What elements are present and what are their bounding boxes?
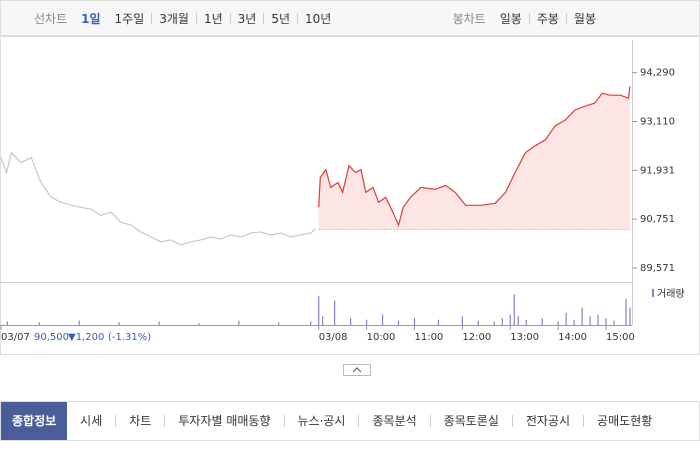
volume-bar <box>557 321 559 325</box>
volume-bar <box>413 318 416 325</box>
y-tick-label: 91,931 <box>640 165 675 176</box>
tab[interactable]: 차트 <box>115 415 164 427</box>
tab[interactable]: 종목토론실 <box>429 415 512 427</box>
volume-bar <box>78 320 80 325</box>
volume-bar <box>437 319 440 325</box>
tab-bar: 종합정보 시세 차트 투자자별 매매동향 뉴스·공시 종목분석 종목토론실 전자공시 공매도현황 <box>0 401 700 441</box>
period-button[interactable]: 5년 <box>271 11 291 26</box>
volume-bar <box>517 316 519 325</box>
x-tick-label: 03/07 <box>1 332 30 343</box>
y-tick-label: 93,110 <box>640 117 675 128</box>
volume-bar <box>334 300 336 325</box>
line-chart-label: 선차트 <box>34 11 68 26</box>
x-tick-label: 12:00 <box>462 332 491 343</box>
toolbar: 선차트 1일 1주일 3개월 1년 3년 5년 10년 봉차트 일봉 주봉 월봉 <box>0 0 700 36</box>
volume-bar <box>581 307 583 325</box>
volume-bar <box>198 323 200 325</box>
tab[interactable]: 종목분석 <box>358 415 429 427</box>
price: 90,500 <box>34 332 69 343</box>
x-tick-label: 13:00 <box>510 332 539 343</box>
period-button[interactable]: 1주일 <box>114 11 145 26</box>
volume-bar <box>501 318 503 325</box>
period-button[interactable]: 1년 <box>203 11 223 26</box>
period-button[interactable]: 3년 <box>237 11 257 26</box>
separator <box>151 12 153 24</box>
period-button[interactable]: 1일 <box>81 11 101 26</box>
price-rate: (-1.31%) <box>108 332 151 343</box>
y-tick-label: 89,571 <box>640 263 675 274</box>
volume-bar <box>118 322 120 325</box>
volume-bar <box>493 321 495 325</box>
volume-bar <box>6 321 8 325</box>
volume-bar <box>365 319 368 325</box>
collapse-button[interactable] <box>343 364 371 376</box>
tab[interactable]: 뉴스·공시 <box>283 415 359 427</box>
separator <box>297 12 299 24</box>
volume-bar <box>278 322 280 325</box>
separator <box>565 12 567 24</box>
volume-bar <box>613 320 615 325</box>
y-tick-label: 94,290 <box>640 68 675 79</box>
x-tick-label: 11:00 <box>414 332 443 343</box>
volume-bar <box>573 319 575 325</box>
volume-bar <box>565 312 567 325</box>
candle-chart-label: 봉차트 <box>452 11 486 26</box>
x-tick-label: 15:00 <box>606 332 635 343</box>
volume-bar <box>158 321 160 325</box>
volume-bar <box>397 320 400 325</box>
separator <box>263 12 265 24</box>
separator <box>528 12 530 24</box>
tab[interactable]: 투자자별 매매동향 <box>164 415 283 427</box>
legend-swatch <box>652 289 654 297</box>
volume-bar <box>38 322 40 325</box>
volume-bar <box>605 318 607 325</box>
x-tick-label: 03/08 <box>319 332 348 343</box>
legend-label: 거래량 <box>657 288 685 300</box>
volume-bar <box>513 294 515 325</box>
price-line <box>0 151 316 246</box>
volume-bar <box>625 298 627 325</box>
volume-bar <box>589 316 591 325</box>
volume-bar <box>541 318 543 325</box>
period-button[interactable]: 10년 <box>305 11 332 26</box>
volume-bar <box>597 314 599 325</box>
volume-bar <box>238 320 240 325</box>
price-change: ▼1,200 <box>68 332 104 343</box>
volume-bar <box>381 314 384 325</box>
chart: 90,500 ▼1,200 (-1.31%) 89,571 90,751 91,93… <box>0 36 700 376</box>
x-tick-label: 14:00 <box>558 332 587 343</box>
tab[interactable]: 종합정보 <box>1 402 68 440</box>
volume-bar <box>525 319 527 325</box>
separator <box>229 12 231 24</box>
volume-bar <box>310 321 312 325</box>
area <box>318 86 630 230</box>
volume-bar <box>477 320 479 325</box>
period-button[interactable]: 3개월 <box>159 11 189 26</box>
candle-period-button[interactable]: 월봉 <box>573 11 596 26</box>
price-line <box>318 86 631 227</box>
candle-period-button[interactable]: 주봉 <box>536 11 559 26</box>
volume-bar <box>318 296 320 325</box>
tab[interactable]: 시세 <box>80 414 103 428</box>
y-tick-label: 90,751 <box>640 214 675 225</box>
volume-bar <box>322 316 324 325</box>
x-tick-label: 10:00 <box>367 332 396 343</box>
candle-period-button[interactable]: 일봉 <box>499 11 522 26</box>
volume-bar <box>629 307 631 325</box>
separator <box>195 12 197 24</box>
volume-bar <box>461 316 463 325</box>
tab[interactable]: 공매도현황 <box>583 415 665 427</box>
volume-bar <box>350 318 352 325</box>
volume-bar <box>509 314 511 325</box>
tab[interactable]: 전자공시 <box>511 415 583 427</box>
